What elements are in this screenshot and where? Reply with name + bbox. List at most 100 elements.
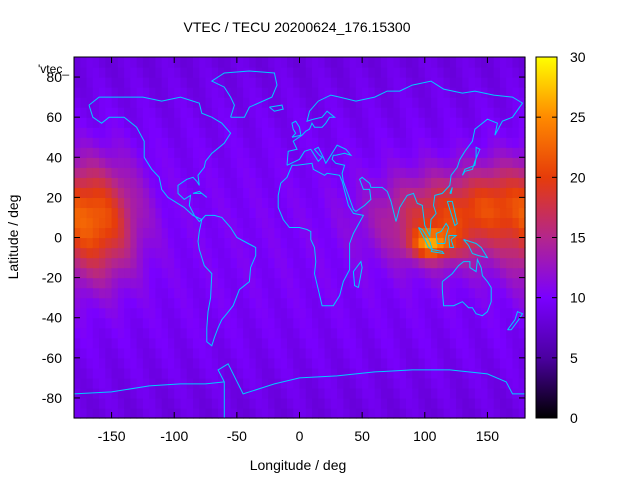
heatmap-cell [305,167,313,178]
heatmap-cell [255,277,263,289]
heatmap-cell [86,67,94,78]
heatmap-cell [349,347,357,359]
heatmap-cell [268,287,276,299]
heatmap-cell [387,397,395,409]
heatmap-cell [80,147,88,158]
heatmap-cell [405,367,413,379]
heatmap-cell [224,387,232,399]
heatmap-cell [493,357,501,369]
heatmap-cell [487,77,495,88]
heatmap-cell [481,117,489,128]
heatmap-cell [318,77,326,88]
heatmap-cell [130,307,138,319]
heatmap-cell [355,267,363,279]
heatmap-cell [431,157,438,168]
heatmap-cell [193,177,200,188]
heatmap-cell [355,357,363,369]
heatmap-cell [305,67,313,78]
heatmap-cell [255,357,263,369]
heatmap-cell [330,247,338,259]
heatmap-cell [174,357,182,369]
heatmap-cell [92,307,100,319]
heatmap-cell [199,237,207,249]
heatmap-cell [380,397,388,409]
heatmap-cell [305,257,313,269]
heatmap-cell [130,57,138,68]
heatmap-cell [117,257,125,269]
heatmap-cell [218,217,225,229]
heatmap-cell [155,97,163,108]
heatmap-cell [161,247,169,259]
heatmap-cell [293,407,301,419]
heatmap-cell [174,237,182,249]
heatmap-cell [230,137,238,148]
heatmap-cell [155,147,163,158]
heatmap-cell [374,197,382,209]
heatmap-cell [299,107,307,118]
heatmap-cell [387,277,395,289]
heatmap-cell [92,337,100,349]
heatmap-cell [199,107,207,118]
colorbar-tick-label: 30 [570,49,586,65]
heatmap-cell [293,307,301,319]
heatmap-cell [374,167,382,178]
heatmap-cell [224,337,232,349]
heatmap-cell [274,117,282,128]
heatmap-cell [349,77,357,88]
heatmap-cell [99,257,106,269]
heatmap-cell [211,137,219,148]
heatmap-cell [456,77,463,88]
heatmap-cell [512,357,520,369]
heatmap-cell [355,87,363,98]
heatmap-cell [211,57,219,68]
heatmap-cell [362,67,369,78]
heatmap-cell [130,97,138,108]
heatmap-cell [355,317,363,329]
heatmap-cell [355,57,363,68]
heatmap-cell [349,157,357,168]
heatmap-cell [418,207,426,219]
heatmap-cell [136,57,144,68]
heatmap-cell [124,287,131,299]
heatmap-cell [437,297,445,309]
heatmap-cell [374,217,382,229]
heatmap-cell [305,397,313,409]
heatmap-cell [449,257,457,269]
heatmap-cell [468,237,476,249]
x-tick-label: 50 [354,428,370,444]
heatmap-cell [174,247,182,259]
heatmap-cell [424,137,432,148]
heatmap-cell [180,187,188,198]
heatmap-cell [380,137,388,148]
heatmap-cell [136,337,144,349]
heatmap-cell [142,387,150,399]
heatmap-cell [318,177,326,188]
heatmap-cell [487,237,495,249]
heatmap-cell [186,227,194,239]
heatmap-cell [518,297,526,309]
heatmap-cell [224,357,232,369]
heatmap-cell [261,207,269,219]
heatmap-cell [305,357,313,369]
heatmap-cell [443,67,451,78]
heatmap-cell [299,187,307,198]
heatmap-cell [506,277,514,289]
heatmap-cell [174,57,182,68]
heatmap-cell [286,97,294,108]
heatmap-cell [249,247,257,259]
heatmap-cell [249,337,257,349]
heatmap-cell [481,167,489,178]
heatmap-cell [136,217,144,229]
heatmap-cell [255,137,263,148]
heatmap-cell [349,287,357,299]
heatmap-cell [449,137,457,148]
heatmap-cell [368,77,376,88]
heatmap-cell [174,127,182,138]
heatmap-cell [405,187,413,198]
heatmap-cell [161,87,169,98]
heatmap-cell [506,187,514,198]
heatmap-cell [337,227,344,239]
heatmap-cell [399,317,407,329]
heatmap-cell [105,307,113,319]
heatmap-cell [468,127,476,138]
